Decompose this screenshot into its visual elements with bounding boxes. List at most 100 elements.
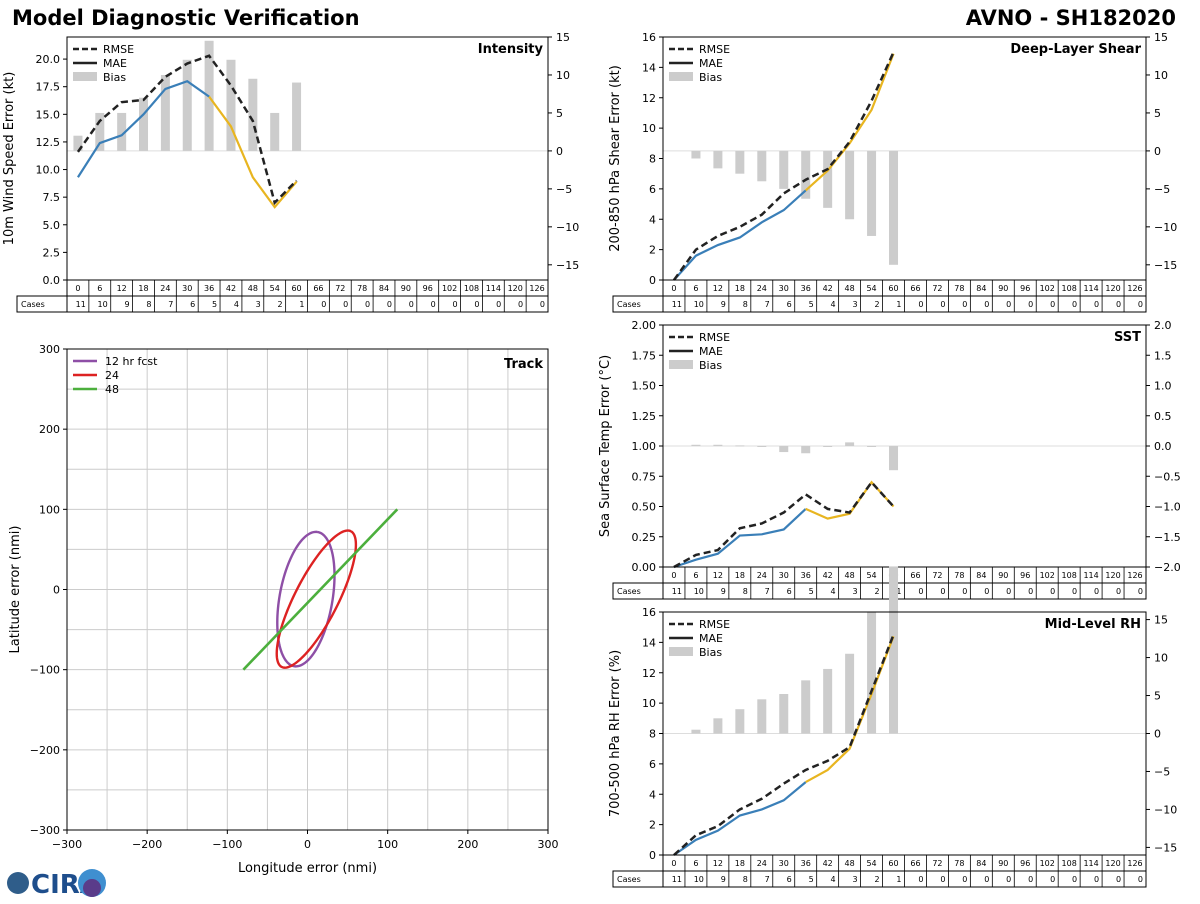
p1-legend-bias: Bias: [699, 71, 722, 84]
p1-bias-bar: [779, 150, 789, 189]
track-x-tick-label: 0: [304, 838, 311, 851]
p0-hour-cell: 12: [117, 284, 127, 293]
p3-case-cell: 0: [1116, 875, 1121, 884]
p2-y-tick-label: 0.00: [632, 561, 657, 574]
p3-case-cell: 3: [852, 875, 857, 884]
p0-hour-cell: 90: [401, 284, 411, 293]
p3-y-tick-label: 16: [642, 606, 656, 619]
p2-hour-cell: 108: [1062, 571, 1077, 580]
p0-y-axis-label: 10m Wind Speed Error (kt): [2, 72, 17, 246]
p2-hour-cell: 18: [735, 571, 745, 580]
p1-y-tick-label: 10: [642, 122, 656, 135]
p0-hour-cell: 60: [291, 284, 301, 293]
p0-hour-cell: 84: [379, 284, 389, 293]
p1-y-tick-label: 16: [642, 31, 656, 44]
p0-case-cell: 3: [256, 300, 261, 309]
p0-hour-cell: 120: [508, 284, 523, 293]
p2-legend-bias-swatch: [669, 360, 693, 369]
p3-bias-bar: [867, 612, 877, 734]
p1-hour-cell: 78: [954, 284, 964, 293]
p2-hour-cell: 0: [671, 571, 676, 580]
p2-case-cell: 0: [1028, 587, 1033, 596]
p1-case-cell: 0: [1028, 300, 1033, 309]
p2-y2-tick-label: −1.0: [1154, 501, 1181, 514]
p3-hour-cell: 90: [998, 859, 1008, 868]
p3-hour-cell: 72: [932, 859, 942, 868]
p3-hour-cell: 36: [801, 859, 811, 868]
p1-hour-cell: 42: [823, 284, 833, 293]
p0-hour-cell: 48: [248, 284, 258, 293]
track-y-tick-label: 0: [53, 584, 60, 597]
p3-bias-bar: [757, 699, 767, 734]
p1-bias-bar: [691, 150, 701, 159]
p2-y2-tick-label: −2.0: [1154, 561, 1181, 574]
track-x-axis-label: Longitude error (nmi): [238, 861, 377, 876]
p3-case-cell: 10: [694, 875, 704, 884]
p2-hour-cell: 84: [976, 571, 986, 580]
p3-bias-bar: [801, 680, 811, 734]
p1-case-cell: 0: [1050, 300, 1055, 309]
p1-y2-tick-label: 15: [1154, 31, 1168, 44]
p3-case-cell: 0: [940, 875, 945, 884]
p0-case-cell: 0: [387, 300, 392, 309]
p0-bias-bar: [182, 59, 192, 151]
track-y-tick-label: 200: [39, 423, 60, 436]
p0-case-cell: 0: [365, 300, 370, 309]
p3-case-cell: 4: [831, 875, 836, 884]
p1-hour-cell: 108: [1062, 284, 1077, 293]
p1-case-cell: 0: [1072, 300, 1077, 309]
p0-case-cell: 0: [474, 300, 479, 309]
p0-legend-bias-swatch: [73, 72, 97, 81]
track-x-tick-label: −300: [52, 838, 82, 851]
p3-hour-cell: 66: [910, 859, 920, 868]
p3-legend-bias-swatch: [669, 647, 693, 656]
p2-bias-bar: [779, 446, 789, 453]
p3-case-cell: 0: [962, 875, 967, 884]
p0-y-tick-label: 0.0: [43, 274, 61, 287]
p1-y-tick-label: 4: [649, 213, 656, 226]
p1-y2-tick-label: 10: [1154, 69, 1168, 82]
p1-y-tick-label: 14: [642, 61, 656, 74]
p0-cases-row: [16, 295, 549, 313]
p1-bias-bar: [823, 150, 833, 208]
p1-hour-cell: 66: [910, 284, 920, 293]
p2-hour-cell: 96: [1020, 571, 1030, 580]
p1-case-cell: 2: [874, 300, 879, 309]
p3-hour-cell: 60: [888, 859, 898, 868]
p3-case-cell: 0: [1050, 875, 1055, 884]
track-y-tick-label: −300: [30, 824, 60, 837]
p1-bias-bar: [757, 150, 767, 182]
p3-mae-line-late: [805, 635, 895, 784]
p2-legend-mae: MAE: [699, 345, 723, 358]
p0-legend-rmse: RMSE: [103, 43, 134, 56]
p0-hour-cell: 18: [138, 284, 148, 293]
p3-hour-cell: 108: [1062, 859, 1077, 868]
p1-hour-cell: 60: [888, 284, 898, 293]
p1-hour-cell: 12: [713, 284, 723, 293]
p2-y-tick-label: 0.50: [632, 501, 657, 514]
p2-hour-cell: 48: [845, 571, 855, 580]
p0-y2-tick-label: 10: [556, 69, 570, 82]
p0-panel-title: Intensity: [478, 42, 544, 57]
p0-case-cell: 2: [278, 300, 283, 309]
p3-case-cell: 7: [765, 875, 770, 884]
p0-y-tick-label: 20.0: [36, 53, 61, 66]
p3-y2-tick-label: −15: [1154, 841, 1177, 854]
p3-y-tick-label: 14: [642, 636, 656, 649]
p3-y-tick-label: 0: [649, 849, 656, 862]
p1-panel-title: Deep-Layer Shear: [1010, 42, 1141, 57]
p3-bias-bar: [823, 668, 833, 734]
p3-y2-tick-label: 5: [1154, 690, 1161, 703]
track-y-tick-label: −200: [30, 744, 60, 757]
page-title-left: Model Diagnostic Verification: [12, 6, 360, 30]
p1-hour-cell: 30: [779, 284, 789, 293]
p1-y2-tick-label: −10: [1154, 221, 1177, 234]
p3-y-tick-label: 6: [649, 758, 656, 771]
p1-legend-rmse: RMSE: [699, 43, 730, 56]
p1-case-cell: 0: [984, 300, 989, 309]
p3-cases-label: Cases: [617, 875, 641, 884]
p3-bias-bar: [735, 709, 745, 734]
p0-hour-cell: 6: [97, 284, 102, 293]
p3-bias-bar: [845, 653, 855, 734]
p2-y2-tick-label: −0.5: [1154, 470, 1181, 483]
